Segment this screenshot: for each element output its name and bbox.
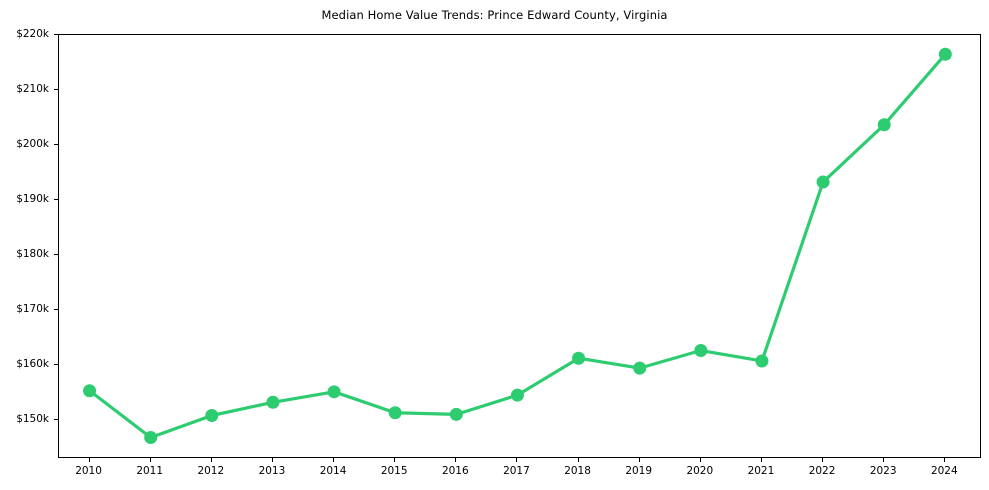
x-tick-label-2017: 2017: [503, 465, 530, 477]
data-point-2015: [388, 406, 402, 420]
line-chart-svg: [83, 47, 952, 445]
data-point-2010: [83, 384, 97, 398]
y-tick-label-$150k: $150k: [16, 413, 49, 426]
data-point-2016: [449, 407, 463, 421]
data-point-2019: [633, 361, 647, 375]
data-point-2014: [327, 385, 341, 399]
y-tick-label-$170k: $170k: [16, 303, 49, 316]
data-point-2012: [205, 409, 219, 422]
data-point-2022: [816, 175, 830, 189]
data-point-2011: [144, 431, 158, 445]
x-tick-label-2012: 2012: [197, 465, 225, 477]
x-tick-label-2016: 2016: [441, 465, 469, 477]
x-tick-label-2024: 2024: [930, 465, 958, 477]
data-point-2021: [755, 354, 769, 368]
x-tick-label-2019: 2019: [625, 465, 653, 477]
data-point-2023: [877, 118, 891, 132]
y-tick-label-$180k: $180k: [16, 248, 49, 261]
data-point-2017: [510, 388, 524, 402]
data-point-2024: [938, 47, 952, 61]
x-tick-label-2022: 2022: [808, 465, 836, 477]
y-tick-label-$210k: $210k: [16, 83, 49, 96]
y-tick-label-$190k: $190k: [16, 193, 49, 206]
y-tick-label-$200k: $200k: [16, 138, 49, 151]
data-point-2018: [572, 351, 586, 365]
x-tick-label-2023: 2023: [869, 465, 897, 477]
x-tick-label-2010: 2010: [75, 465, 102, 477]
data-point-2013: [266, 395, 280, 409]
data-point-markers: [83, 47, 952, 445]
x-tick-label-2020: 2020: [686, 465, 714, 477]
x-tick-label-2021: 2021: [747, 465, 775, 477]
data-series-line: [87, 52, 947, 440]
x-tick-label-2014: 2014: [319, 465, 347, 477]
x-tick-label-2015: 2015: [380, 465, 408, 477]
chart-title: Median Home Value Trends: Prince Edward …: [321, 8, 668, 22]
data-point-2020: [694, 344, 708, 358]
plot-area: [58, 34, 981, 458]
x-tick-label-2018: 2018: [564, 465, 591, 477]
y-tick-label-$220k: $220k: [16, 28, 49, 40]
x-tick-label-2013: 2013: [258, 465, 286, 477]
y-tick-label-$160k: $160k: [16, 358, 49, 371]
x-tick-label-2011: 2011: [136, 465, 164, 477]
